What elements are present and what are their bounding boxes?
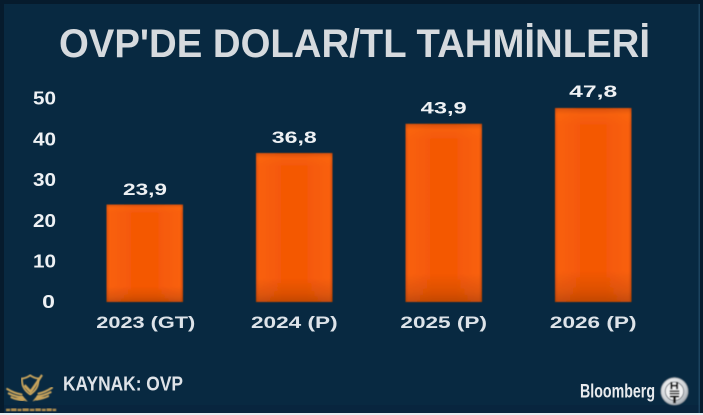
- svg-text:2025 (P): 2025 (P): [400, 313, 487, 332]
- svg-text:40: 40: [33, 129, 56, 149]
- svg-text:30: 30: [33, 170, 56, 190]
- svg-text:23,9: 23,9: [123, 180, 167, 199]
- svg-text:10: 10: [33, 252, 56, 272]
- svg-text:OVP'DE DOLAR/TL TAHMİNLERİ: OVP'DE DOLAR/TL TAHMİNLERİ: [59, 22, 650, 66]
- svg-text:2026 (P): 2026 (P): [550, 313, 637, 332]
- svg-text:KAYNAK: OVP: KAYNAK: OVP: [63, 373, 183, 396]
- svg-text:0: 0: [42, 292, 55, 312]
- svg-text:2023 (GT): 2023 (GT): [96, 313, 195, 332]
- svg-text:47,8: 47,8: [569, 82, 617, 101]
- svg-text:36,8: 36,8: [272, 128, 317, 147]
- svg-text:2024 (P): 2024 (P): [251, 313, 338, 332]
- svg-text:50: 50: [33, 89, 56, 109]
- svg-text:43,9: 43,9: [421, 99, 467, 118]
- svg-text:Bloomberg: Bloomberg: [580, 382, 655, 403]
- svg-text:20: 20: [33, 211, 56, 231]
